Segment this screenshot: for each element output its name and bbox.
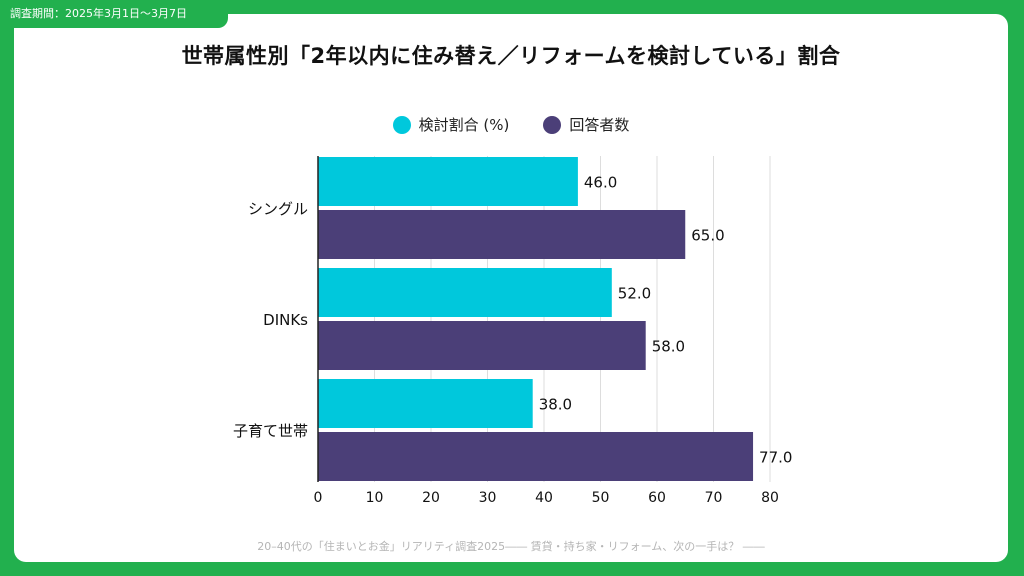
- chart-title: 世帯属性別「2年以内に住み替え／リフォームを検討している」割合: [181, 44, 841, 68]
- bar-1: [318, 268, 612, 317]
- x-tick-label: 0: [314, 490, 323, 506]
- x-tick-label: 80: [761, 490, 779, 506]
- legend-label-series-2: 回答者数: [569, 116, 630, 134]
- data-label: 77.0: [759, 449, 792, 467]
- x-tick-label: 40: [535, 490, 553, 506]
- x-tick-label: 60: [648, 490, 666, 506]
- data-label: 52.0: [618, 285, 651, 303]
- bar-1: [318, 379, 533, 428]
- legend-item-series-1: 検討割合 (%): [392, 114, 510, 135]
- x-tick-label: 10: [366, 490, 384, 506]
- legend-label-series-1: 検討割合 (%): [418, 116, 510, 134]
- data-label: 65.0: [691, 227, 724, 245]
- x-tick-label: 30: [479, 490, 497, 506]
- x-tick-label: 70: [705, 490, 723, 506]
- data-label: 38.0: [539, 396, 572, 414]
- data-label: 46.0: [584, 174, 617, 192]
- survey-period-label: 調査期間：2025年3月1日～3月7日: [0, 0, 228, 28]
- x-tick-label: 50: [592, 490, 610, 506]
- data-label: 58.0: [652, 338, 685, 356]
- legend-swatch-series-2: [543, 115, 562, 134]
- category-label: DINKs: [263, 311, 308, 329]
- bar-1: [318, 157, 578, 206]
- bar-2: [318, 432, 754, 481]
- category-label: シングル: [248, 200, 308, 218]
- legend: 検討割合 (%) 回答者数: [14, 114, 1008, 135]
- footer-caption: 20–40代の「住まいとお金」リアリティ調査2025―― 賃貸・持ち家・リフォー…: [257, 540, 765, 553]
- bar-2: [318, 210, 686, 259]
- legend-item-series-2: 回答者数: [543, 114, 629, 135]
- bar-2: [318, 321, 646, 370]
- category-label: 子育て世帯: [233, 422, 308, 440]
- legend-swatch-series-1: [392, 115, 411, 134]
- x-tick-label: 20: [422, 490, 440, 506]
